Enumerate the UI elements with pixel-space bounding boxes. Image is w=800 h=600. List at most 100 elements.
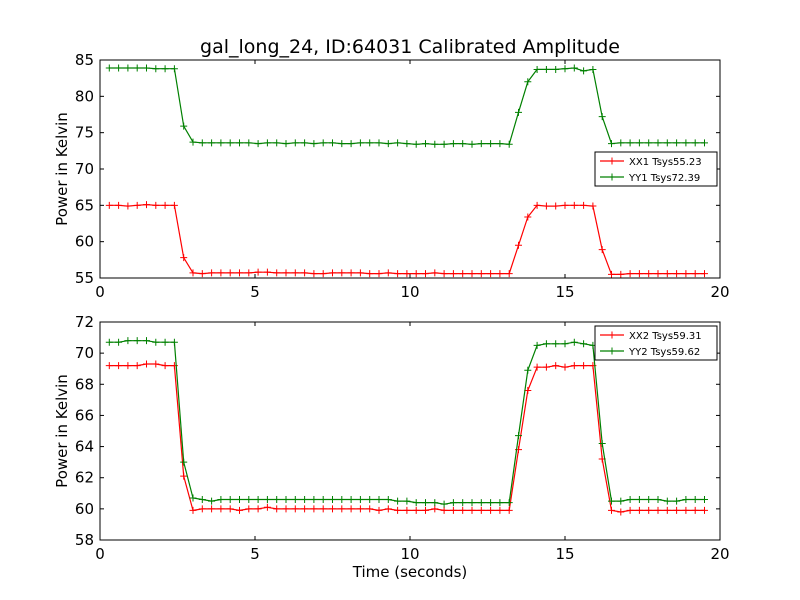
data-point — [124, 337, 132, 345]
data-point — [319, 270, 327, 278]
data-point — [663, 270, 671, 278]
series-line-yy1 — [109, 67, 705, 145]
y-tick-label: 85 — [75, 51, 94, 69]
data-point — [180, 254, 188, 262]
data-point — [552, 340, 560, 348]
data-point — [645, 139, 653, 147]
data-point — [598, 113, 606, 121]
data-point — [505, 140, 513, 148]
legend-entry: XX2 Tsys59.31 — [629, 331, 702, 342]
data-point — [375, 506, 383, 514]
data-point — [561, 65, 569, 73]
data-point — [115, 338, 123, 346]
y-tick-label: 58 — [75, 531, 94, 549]
data-point — [654, 270, 662, 278]
data-point — [654, 496, 662, 504]
data-point — [440, 270, 448, 278]
data-point — [468, 499, 476, 507]
data-point — [226, 139, 234, 147]
data-point — [263, 268, 271, 276]
data-point — [663, 139, 671, 147]
data-point — [236, 139, 243, 147]
data-point — [635, 270, 643, 278]
data-point — [635, 496, 643, 504]
data-point — [570, 64, 578, 72]
data-point — [598, 246, 606, 254]
data-point — [329, 269, 336, 277]
data-point — [505, 270, 513, 278]
data-point — [663, 497, 671, 505]
data-point — [394, 270, 402, 278]
data-point — [403, 270, 411, 278]
y-axis-label: Power in Kelvin — [53, 374, 71, 488]
data-point — [143, 337, 150, 345]
data-point — [347, 269, 355, 277]
data-point — [319, 496, 327, 504]
data-point — [468, 270, 476, 278]
y-tick-label: 75 — [75, 124, 94, 142]
data-point — [254, 505, 262, 513]
data-point — [403, 140, 411, 148]
data-point — [626, 506, 634, 514]
data-point — [440, 500, 448, 508]
data-point — [301, 139, 309, 147]
data-point — [356, 496, 364, 504]
data-point — [226, 269, 234, 277]
data-point — [552, 65, 560, 73]
data-point — [654, 139, 662, 147]
data-point — [236, 496, 243, 504]
data-point — [403, 497, 411, 505]
data-point — [152, 201, 160, 209]
data-point — [598, 439, 606, 447]
x-axis-label: Time (seconds) — [352, 563, 468, 581]
data-point — [617, 508, 625, 516]
series-line-yy2 — [109, 340, 705, 505]
data-point — [105, 362, 113, 370]
data-point — [403, 506, 411, 514]
data-point — [533, 65, 541, 73]
data-point — [505, 499, 513, 507]
data-point — [617, 497, 625, 505]
data-point — [226, 496, 234, 504]
chart-title: gal_long_24, ID:64031 Calibrated Amplitu… — [200, 36, 620, 58]
data-point — [626, 496, 634, 504]
data-point — [412, 270, 420, 278]
x-tick-label: 0 — [95, 545, 105, 563]
bottom-panel: 0 5 10 15 20 58 60 62 64 66 68 70 72 Power in Kelvin X… — [53, 313, 730, 563]
data-point — [468, 506, 476, 514]
data-point — [505, 506, 513, 514]
data-point — [189, 494, 197, 502]
data-point — [301, 505, 309, 513]
data-point — [217, 269, 225, 277]
y-tick-label: 55 — [75, 269, 94, 287]
data-point — [663, 506, 671, 514]
legend-box — [594, 325, 718, 361]
data-point — [329, 505, 336, 513]
data-point — [589, 65, 597, 73]
y-tick-label: 60 — [75, 500, 94, 518]
data-point — [105, 201, 113, 209]
data-point — [487, 499, 495, 507]
axes-frame — [99, 59, 721, 279]
data-point — [533, 341, 541, 349]
data-point — [273, 496, 281, 504]
data-point — [580, 362, 588, 370]
y-tick-label: 68 — [75, 375, 94, 393]
x-tick-label: 20 — [710, 283, 729, 301]
data-point — [338, 269, 346, 277]
data-point — [301, 269, 309, 277]
data-point — [133, 64, 141, 72]
legend: XX1 Tsys55.23 YY1 Tsys72.39 — [594, 151, 718, 187]
data-point — [422, 140, 429, 148]
data-point — [608, 140, 615, 148]
data-point — [161, 201, 169, 209]
data-point — [496, 270, 504, 278]
data-point — [682, 270, 690, 278]
data-point — [198, 139, 206, 147]
data-point — [477, 140, 485, 148]
data-point — [329, 139, 336, 147]
data-point — [524, 213, 532, 221]
y-tick-label: 64 — [75, 438, 94, 456]
x-tick-label: 15 — [555, 283, 574, 301]
